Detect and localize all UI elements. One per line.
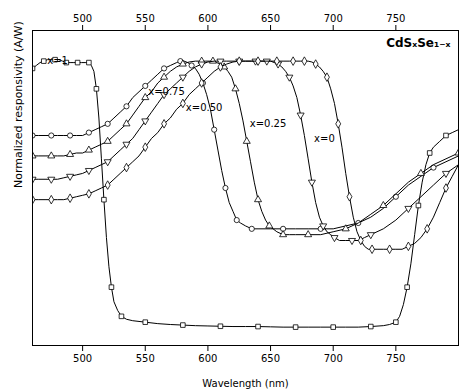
svg-text:750: 750 (386, 353, 405, 364)
svg-text:Wavelength (nm): Wavelength (nm) (202, 378, 288, 389)
svg-text:700: 700 (324, 13, 343, 24)
svg-text:Normalized responsivity (A/W): Normalized responsivity (A/W) (12, 21, 25, 188)
svg-text:x=0.75: x=0.75 (148, 86, 185, 97)
svg-text:750: 750 (386, 13, 405, 24)
svg-text:x=0.50: x=0.50 (186, 102, 223, 113)
svg-text:x=1: x=1 (47, 55, 68, 66)
svg-text:700: 700 (324, 353, 343, 364)
svg-text:650: 650 (261, 353, 280, 364)
svg-text:650: 650 (261, 13, 280, 24)
svg-text:500: 500 (73, 353, 92, 364)
svg-text:600: 600 (198, 353, 217, 364)
svg-text:500: 500 (73, 13, 92, 24)
svg-text:550: 550 (136, 13, 155, 24)
svg-text:x=0: x=0 (314, 133, 335, 144)
svg-text:x=0.25: x=0.25 (250, 118, 287, 129)
svg-text:CdSₓSe₁₋ₓ: CdSₓSe₁₋ₓ (386, 36, 450, 50)
svg-text:600: 600 (198, 13, 217, 24)
svg-text:550: 550 (136, 353, 155, 364)
